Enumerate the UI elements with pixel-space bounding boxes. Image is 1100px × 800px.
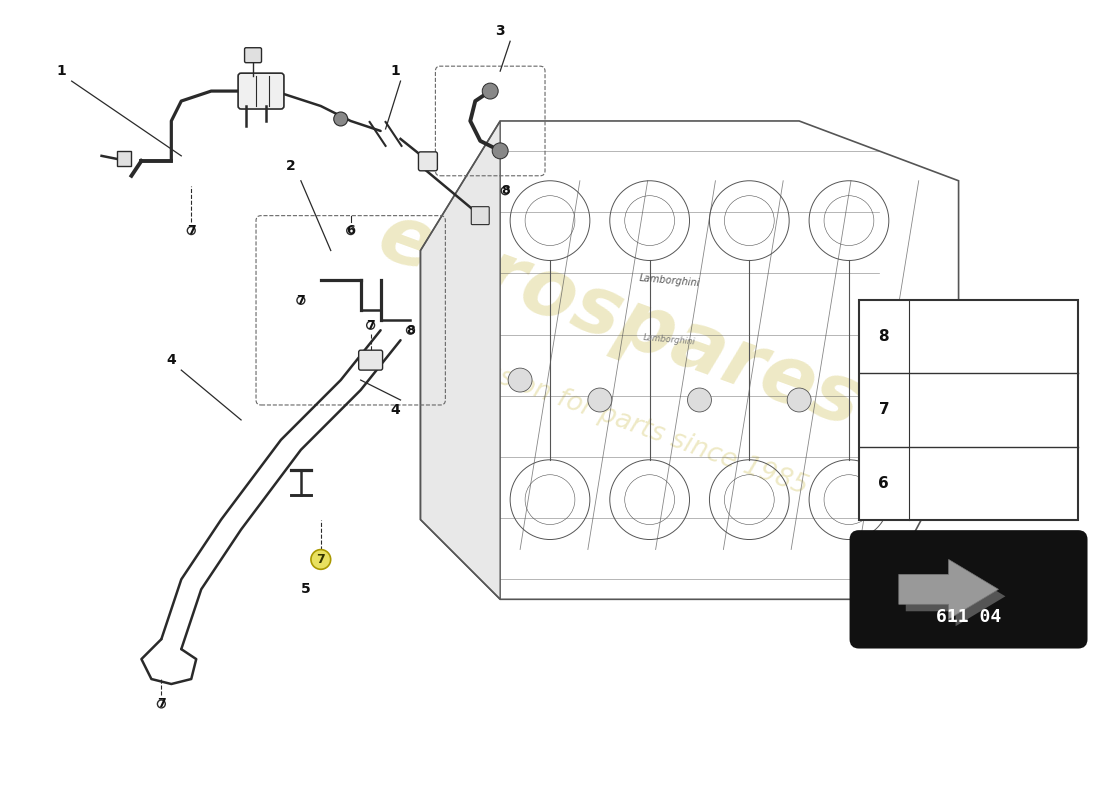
Text: 1: 1 xyxy=(390,64,400,78)
Text: 3: 3 xyxy=(495,24,505,38)
Text: 1: 1 xyxy=(57,64,66,78)
FancyBboxPatch shape xyxy=(238,73,284,109)
Circle shape xyxy=(867,368,891,392)
Circle shape xyxy=(366,322,375,330)
Circle shape xyxy=(311,550,331,570)
Polygon shape xyxy=(420,121,500,599)
Text: 4: 4 xyxy=(166,353,176,367)
Polygon shape xyxy=(905,566,1005,626)
Text: 7: 7 xyxy=(366,318,375,332)
Circle shape xyxy=(333,112,348,126)
Circle shape xyxy=(688,388,712,412)
Text: 4: 4 xyxy=(390,403,400,417)
Circle shape xyxy=(157,700,165,708)
FancyBboxPatch shape xyxy=(471,206,490,225)
Circle shape xyxy=(482,83,498,99)
Circle shape xyxy=(788,388,811,412)
Text: 8: 8 xyxy=(500,184,509,198)
Text: 7: 7 xyxy=(879,402,889,418)
Text: 7: 7 xyxy=(317,553,326,566)
Text: eurospares: eurospares xyxy=(367,197,872,444)
FancyBboxPatch shape xyxy=(244,48,262,62)
Text: 7: 7 xyxy=(157,698,166,710)
Circle shape xyxy=(508,368,532,392)
Circle shape xyxy=(502,186,509,194)
Circle shape xyxy=(492,143,508,159)
Bar xyxy=(859,300,1078,519)
Text: a passion for parts since 1985: a passion for parts since 1985 xyxy=(428,339,812,500)
Polygon shape xyxy=(117,151,132,166)
Text: 2: 2 xyxy=(286,159,296,173)
Text: 7: 7 xyxy=(297,294,305,307)
Circle shape xyxy=(346,226,354,234)
Circle shape xyxy=(187,226,195,234)
Text: 6: 6 xyxy=(879,475,889,490)
Text: 8: 8 xyxy=(879,330,889,344)
Text: Lamborghini: Lamborghini xyxy=(644,334,696,347)
FancyBboxPatch shape xyxy=(359,350,383,370)
Text: 611 04: 611 04 xyxy=(936,608,1001,626)
Circle shape xyxy=(587,388,612,412)
FancyBboxPatch shape xyxy=(851,531,1086,647)
FancyBboxPatch shape xyxy=(418,152,438,170)
Circle shape xyxy=(407,326,415,334)
Text: 6: 6 xyxy=(346,224,355,237)
Text: Lamborghini: Lamborghini xyxy=(639,273,701,288)
Circle shape xyxy=(297,297,305,304)
Text: 7: 7 xyxy=(187,224,196,237)
Text: 5: 5 xyxy=(301,582,310,596)
Polygon shape xyxy=(899,559,999,619)
Text: 8: 8 xyxy=(406,324,415,337)
